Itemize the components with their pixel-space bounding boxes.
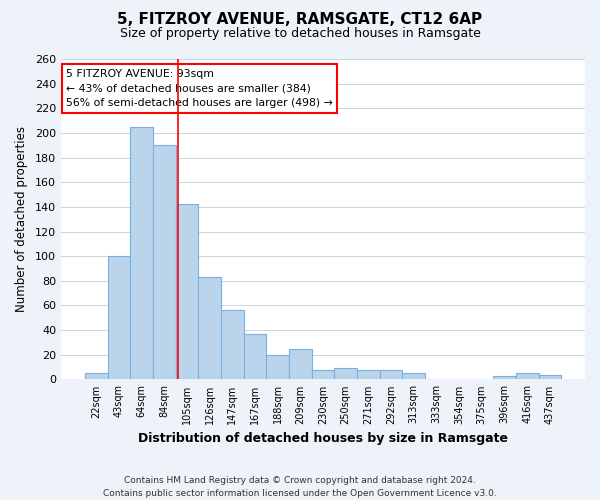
Bar xyxy=(380,370,403,380)
Bar xyxy=(266,355,289,380)
Bar xyxy=(516,374,539,380)
Bar xyxy=(244,334,266,380)
Bar xyxy=(403,374,425,380)
Bar xyxy=(357,370,380,380)
Bar xyxy=(85,374,107,380)
Text: 5 FITZROY AVENUE: 93sqm
← 43% of detached houses are smaller (384)
56% of semi-d: 5 FITZROY AVENUE: 93sqm ← 43% of detache… xyxy=(66,68,333,108)
Bar xyxy=(198,277,221,380)
Bar xyxy=(107,256,130,380)
Bar xyxy=(153,146,176,380)
Bar xyxy=(289,348,311,380)
Text: Size of property relative to detached houses in Ramsgate: Size of property relative to detached ho… xyxy=(119,28,481,40)
Y-axis label: Number of detached properties: Number of detached properties xyxy=(15,126,28,312)
Bar xyxy=(130,127,153,380)
Bar xyxy=(221,310,244,380)
Bar xyxy=(311,370,334,380)
Text: Contains HM Land Registry data © Crown copyright and database right 2024.
Contai: Contains HM Land Registry data © Crown c… xyxy=(103,476,497,498)
Bar xyxy=(176,204,198,380)
Bar xyxy=(493,376,516,380)
Bar xyxy=(539,374,561,380)
Text: 5, FITZROY AVENUE, RAMSGATE, CT12 6AP: 5, FITZROY AVENUE, RAMSGATE, CT12 6AP xyxy=(118,12,482,28)
X-axis label: Distribution of detached houses by size in Ramsgate: Distribution of detached houses by size … xyxy=(138,432,508,445)
Bar xyxy=(334,368,357,380)
